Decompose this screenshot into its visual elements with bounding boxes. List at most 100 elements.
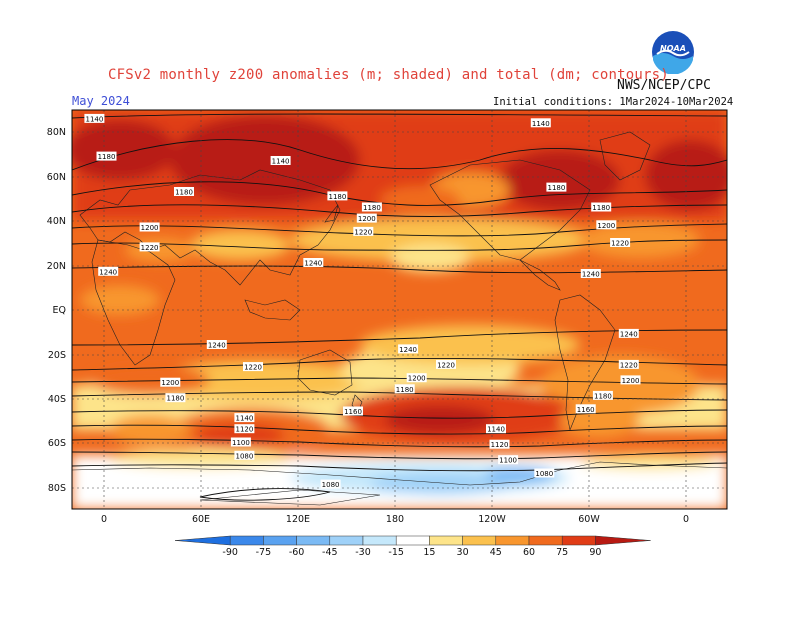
lon-label-0: 0 — [101, 514, 107, 525]
contour-label-bg — [489, 439, 510, 449]
contour-label-text: 1200 — [597, 222, 615, 230]
contour-label: 1120 — [234, 424, 255, 434]
contour-label-bg — [98, 266, 119, 276]
colorbar-tick-label: 15 — [423, 547, 435, 558]
contour-label: 1080 — [320, 479, 341, 489]
contour-label-bg — [320, 479, 341, 489]
contour-label: 1240 — [303, 258, 324, 268]
contour-label: 1240 — [398, 344, 419, 354]
lon-label-120e: 120E — [286, 514, 310, 525]
contour-label: 1220 — [139, 242, 160, 252]
contour-label-text: 1160 — [344, 408, 362, 416]
contour-label-text: 1200 — [161, 379, 179, 387]
contour-label-text: 1180 — [396, 386, 414, 394]
contour-label-text: 1220 — [611, 240, 629, 248]
contour-label: 1180 — [546, 182, 567, 192]
contour-label-bg — [546, 182, 567, 192]
contour-label-text: 1080 — [535, 470, 553, 478]
contour-label-bg — [580, 269, 601, 278]
contour-label-text: 1140 — [532, 120, 550, 128]
colorbar-swatch — [329, 535, 364, 546]
lat-label-80s: 80S — [48, 483, 66, 494]
valid-month: May 2024 — [72, 94, 130, 108]
colorbar-swatch — [263, 535, 297, 546]
colorbar-swatch — [362, 535, 397, 546]
contour-label-text: 1240 — [582, 271, 600, 279]
contour-label-bg — [270, 156, 291, 165]
contour-label: 1200 — [406, 373, 427, 383]
contour-label-bg — [436, 359, 456, 369]
contour-label-text: 1240 — [208, 342, 226, 350]
contour-label-text: 1240 — [99, 268, 117, 276]
contour-label: 1140 — [84, 113, 105, 123]
contour-label-bg — [160, 377, 181, 387]
contour-label-text: 1200 — [408, 375, 426, 383]
contour-label: 1180 — [394, 384, 415, 394]
contour-label-text: 1180 — [594, 392, 612, 400]
contour-label-bg — [243, 362, 263, 372]
colorbar-swatch — [395, 535, 430, 546]
contour-label: 1180 — [165, 393, 186, 403]
colorbar-swatch — [429, 535, 463, 546]
contour-label: 1220 — [618, 359, 639, 369]
contour-label-bg — [165, 393, 186, 403]
contour-label: 1200 — [356, 213, 377, 223]
contour-label-text: 1120 — [235, 426, 253, 434]
contour-label: 1180 — [361, 202, 382, 212]
contour-label-text: 1120 — [491, 441, 509, 449]
lat-label-60n: 60N — [47, 172, 66, 183]
contour-label: 1220 — [436, 359, 456, 369]
contour-label-bg — [139, 242, 160, 252]
lat-label-20s: 20S — [48, 350, 66, 361]
contour-label-bg — [356, 213, 377, 223]
lat-label-20n: 20N — [47, 261, 66, 272]
contour-label-text: 1080 — [322, 481, 340, 489]
colorbar-tick-label: -60 — [289, 547, 305, 558]
contour-label-text: 1180 — [98, 153, 116, 161]
contour-label: 1140 — [530, 118, 551, 128]
lon-label-120w: 120W — [478, 514, 506, 525]
contour-label: 1120 — [489, 439, 510, 449]
contour-label-bg — [394, 384, 415, 394]
contour-label-bg — [498, 455, 519, 465]
contour-label-bg — [206, 340, 227, 349]
colorbar-tick-label: -30 — [355, 547, 371, 558]
contour-label: 1200 — [160, 377, 181, 387]
height-contours — [72, 113, 727, 501]
contour-label-bg — [234, 424, 255, 434]
contour-label-bg — [620, 375, 641, 385]
agency-label: NWS/NCEP/CPC — [617, 78, 711, 93]
contour-label: 1220 — [610, 238, 631, 248]
colorbar-swatch — [561, 535, 596, 546]
contour-label: 1180 — [96, 151, 117, 161]
contour-label-text: 1240 — [304, 260, 322, 268]
contour-label-bg — [234, 450, 255, 460]
contour-label-text: 1140 — [272, 158, 290, 166]
contour-label-text: 1220 — [244, 364, 262, 372]
contour-label-bg — [84, 113, 105, 123]
contour-label-text: 1100 — [499, 457, 517, 465]
contour-label-text: 1180 — [328, 193, 346, 201]
contour-label: 1100 — [230, 437, 251, 447]
noaa-logo-emblem — [652, 31, 694, 75]
contour-label-text: 1160 — [577, 406, 595, 414]
contour-label: 1140 — [486, 424, 506, 434]
lon-label-0-east: 0 — [683, 514, 689, 525]
contour-label-text: 1140 — [235, 415, 253, 423]
contour-label-text: 1080 — [235, 452, 253, 460]
colorbar-swatch — [528, 535, 563, 546]
contour-label-text: 1180 — [175, 189, 193, 197]
contour-label: 1140 — [234, 413, 255, 423]
graticule — [72, 110, 727, 509]
contour-label-text: 1140 — [487, 426, 505, 434]
lon-label-60e: 60E — [192, 514, 210, 525]
lon-label-60w: 60W — [578, 514, 600, 525]
contour-label-bg — [486, 424, 506, 434]
contour-label: 1080 — [234, 450, 255, 460]
contour-label: 1200 — [596, 220, 617, 230]
contour-label-text: 1180 — [363, 204, 381, 212]
lon-label-180: 180 — [386, 514, 404, 525]
contour-label-bg — [406, 373, 427, 383]
